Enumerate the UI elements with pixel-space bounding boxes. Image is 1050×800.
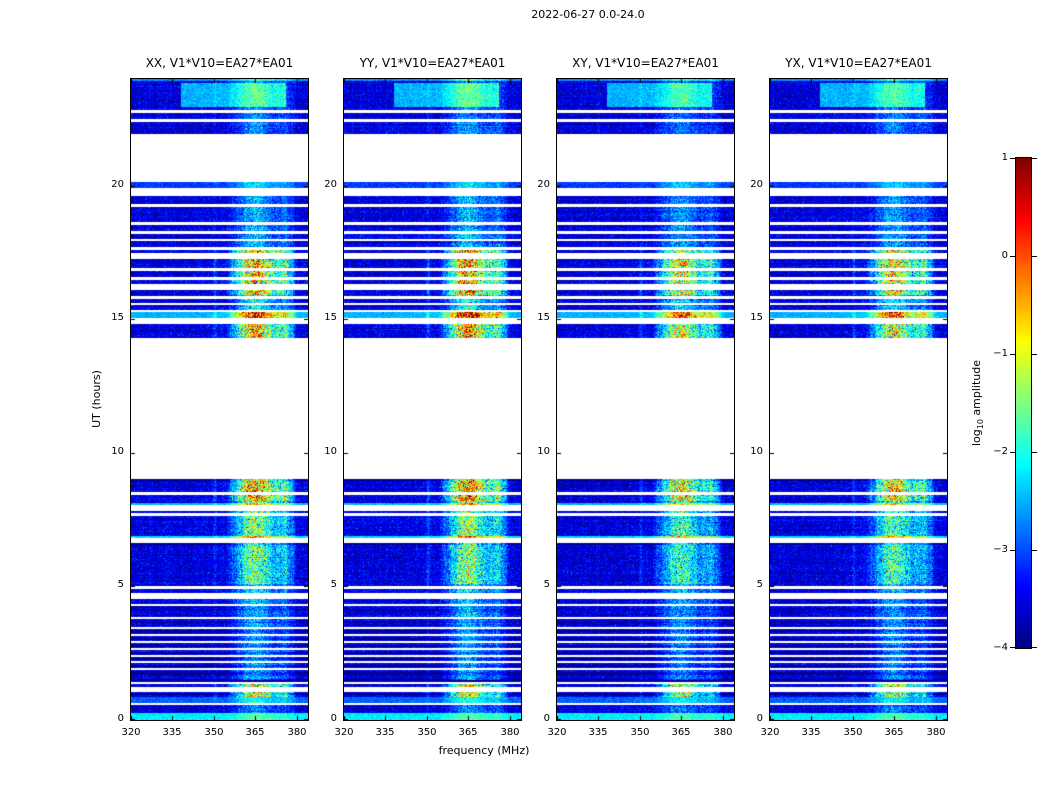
x-tick-label: 365 xyxy=(884,727,904,738)
colorbar-tick-label: 0 xyxy=(1001,250,1008,261)
x-tick-label: 335 xyxy=(375,727,395,738)
y-tick-label: 20 xyxy=(750,179,763,190)
y-tick-label: 0 xyxy=(756,713,763,724)
x-tick-label: 365 xyxy=(245,727,265,738)
spectrogram-panel-yx: YX, V1*V10=EA27*EA01 0 5 10 15 20 320 335 350 365… xyxy=(750,56,948,738)
x-tick-label: 335 xyxy=(162,727,182,738)
y-tick-label: 0 xyxy=(117,713,124,724)
y-tick-label: 10 xyxy=(324,446,337,457)
y-tick-label: 15 xyxy=(324,312,337,323)
x-tick-label: 320 xyxy=(547,727,567,738)
colorbar xyxy=(1015,157,1032,649)
x-tick-label: 380 xyxy=(500,727,520,738)
colorbar-tick-label: −1 xyxy=(993,348,1008,359)
y-tick-label: 10 xyxy=(537,446,550,457)
y-tick-label: 5 xyxy=(543,579,550,590)
y-axis-label: UT (hours) xyxy=(90,370,103,428)
figure-title: 2022-06-27 0.0-24.0 xyxy=(531,8,645,21)
colorbar-tick-mark xyxy=(1010,452,1015,453)
spectrogram-panel-xy: XY, V1*V10=EA27*EA01 0 5 10 15 20 320 335 350 365… xyxy=(537,56,735,738)
y-tick-label: 10 xyxy=(111,446,124,457)
x-tick-label: 365 xyxy=(671,727,691,738)
panel-title-xx: XX, V1*V10=EA27*EA01 xyxy=(145,56,294,70)
colorbar-gradient xyxy=(1015,157,1032,649)
colorbar-tick-mark xyxy=(1010,354,1015,355)
colorbar-label-text: log xyxy=(970,429,983,447)
spectrogram-canvas-xy xyxy=(556,78,735,721)
x-tick-label: 350 xyxy=(843,727,863,738)
colorbar-tick-mark xyxy=(1010,256,1015,257)
x-axis-label: frequency (MHz) xyxy=(438,744,530,757)
x-tick-label: 365 xyxy=(458,727,478,738)
x-tick-label: 350 xyxy=(630,727,650,738)
colorbar-tick-mark xyxy=(1010,550,1015,551)
x-tick-label: 350 xyxy=(417,727,437,738)
colorbar-tick-label: −4 xyxy=(993,642,1008,653)
x-tick-label: 380 xyxy=(287,727,307,738)
spectrogram-panel-yy: YY, V1*V10=EA27*EA01 0 5 10 15 20 320 335 350 365… xyxy=(324,56,522,738)
colorbar-tick-mark xyxy=(1032,452,1037,453)
colorbar-tick-label: −2 xyxy=(993,446,1008,457)
x-tick-label: 320 xyxy=(334,727,354,738)
panel-title-yy: YY, V1*V10=EA27*EA01 xyxy=(359,56,506,70)
panel-title-xy: XY, V1*V10=EA27*EA01 xyxy=(572,56,719,70)
colorbar-tick-mark xyxy=(1010,647,1015,648)
y-tick-label: 0 xyxy=(543,713,550,724)
x-tick-label: 380 xyxy=(926,727,946,738)
colorbar-label-suffix: amplitude xyxy=(970,359,983,420)
y-tick-label: 5 xyxy=(756,579,763,590)
colorbar-tick-mark xyxy=(1010,158,1015,159)
x-tick-label: 320 xyxy=(121,727,141,738)
colorbar-tick-label: −3 xyxy=(993,544,1008,555)
y-tick-label: 20 xyxy=(537,179,550,190)
colorbar-label-subscript: 10 xyxy=(976,419,986,430)
colorbar-tick-mark xyxy=(1032,158,1037,159)
colorbar-tick-mark xyxy=(1032,550,1037,551)
x-tick-label: 380 xyxy=(713,727,733,738)
panel-title-yx: YX, V1*V10=EA27*EA01 xyxy=(785,56,932,70)
y-tick-label: 5 xyxy=(330,579,337,590)
colorbar-tick-mark xyxy=(1032,647,1037,648)
y-tick-label: 20 xyxy=(324,179,337,190)
x-tick-label: 350 xyxy=(204,727,224,738)
y-tick-label: 15 xyxy=(537,312,550,323)
y-tick-label: 5 xyxy=(117,579,124,590)
y-tick-label: 15 xyxy=(111,312,124,323)
x-tick-label: 335 xyxy=(588,727,608,738)
colorbar-tick-label: 1 xyxy=(1001,152,1008,163)
spectrogram-canvas-xx xyxy=(130,78,309,721)
spectrogram-canvas-yx xyxy=(769,78,948,721)
x-tick-label: 335 xyxy=(801,727,821,738)
y-tick-label: 15 xyxy=(750,312,763,323)
y-tick-label: 0 xyxy=(330,713,337,724)
spectrogram-canvas-yy xyxy=(343,78,522,721)
spectrogram-panel-xx: XX, V1*V10=EA27*EA01 0 5 10 15 20 320 335 350 365… xyxy=(111,56,309,738)
colorbar-tick-mark xyxy=(1032,354,1037,355)
x-tick-label: 320 xyxy=(760,727,780,738)
colorbar-tick-mark xyxy=(1032,256,1037,257)
y-tick-label: 10 xyxy=(750,446,763,457)
y-tick-label: 20 xyxy=(111,179,124,190)
